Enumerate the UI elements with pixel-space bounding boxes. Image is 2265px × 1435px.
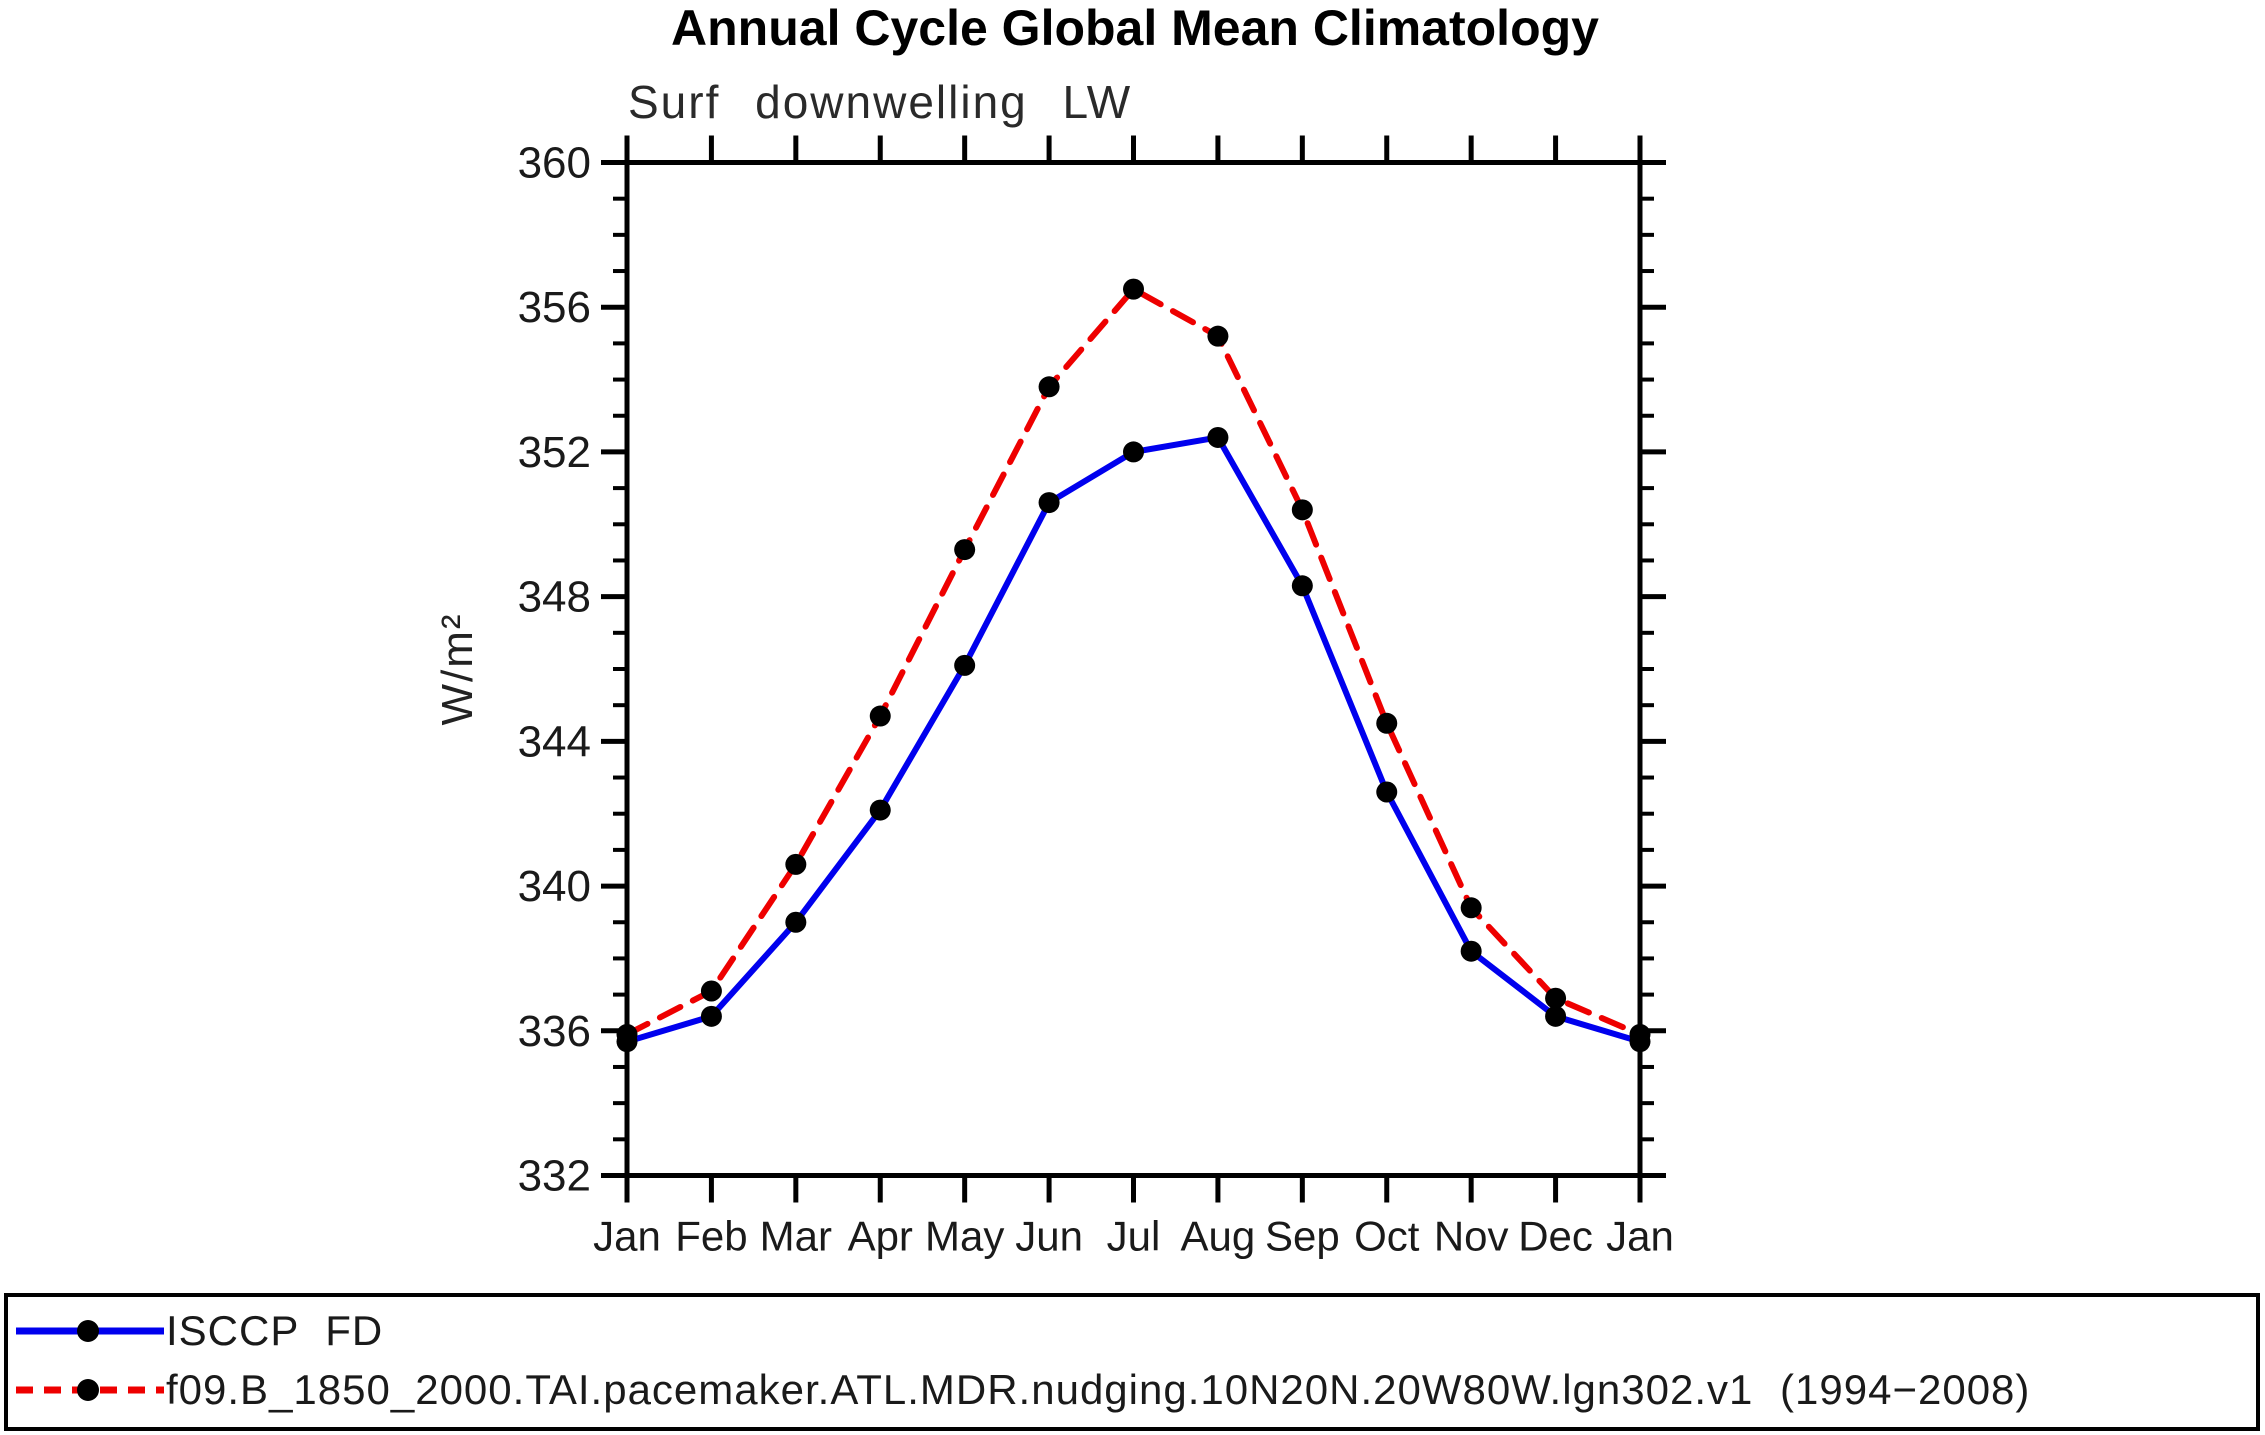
x-tick-label: Feb [675, 1213, 747, 1260]
plot-frame [624, 160, 1643, 1178]
series-line-1 [624, 286, 1643, 1038]
data-point-marker-s0 [1376, 781, 1398, 803]
data-point-marker-s0 [1460, 940, 1482, 962]
legend-marker-dot [77, 1379, 99, 1401]
x-tick-label: Oct [1354, 1213, 1420, 1260]
x-tick-label: Sep [1265, 1213, 1340, 1260]
data-point-marker-s0 [1123, 441, 1144, 463]
legend-line-sample-solid [16, 1320, 164, 1342]
y-tick-label: 340 [518, 862, 591, 911]
legend-marker-dot [77, 1320, 99, 1342]
x-tick-label: May [925, 1213, 1004, 1260]
y-tick-label: 360 [518, 139, 591, 188]
data-point-marker-s0 [785, 911, 807, 933]
data-point-marker-s0 [1291, 575, 1313, 597]
x-tick-label: Nov [1434, 1213, 1509, 1260]
chart-subtitle: Surf downwelling LW [628, 76, 1133, 128]
data-point-marker-s1 [1629, 1023, 1651, 1045]
data-point-marker-s0 [1207, 426, 1229, 448]
series-line-0 [624, 434, 1643, 1045]
data-point-marker-s1 [785, 853, 807, 875]
data-point-marker-s1 [1038, 376, 1060, 398]
y-tick-label: 332 [518, 1152, 591, 1201]
y-tick-label: 352 [518, 428, 591, 477]
data-point-marker-s1 [1291, 499, 1313, 521]
y-tick-label: 356 [518, 283, 591, 332]
data-point-marker-s0 [869, 799, 891, 821]
data-point-marker-s1 [1545, 987, 1567, 1009]
legend-item-model: f09.B_1850_2000.TAI.pacemaker.ATL.MDR.nu… [14, 1366, 2031, 1413]
data-point-marker-s1 [616, 1023, 638, 1045]
legend-line-sample-dashed [16, 1379, 164, 1401]
legend-box: ISCCP FD f09.B_1850_2000.TAI.pacemaker.A… [4, 1293, 2260, 1431]
data-point-marker-s1 [1207, 325, 1229, 347]
data-point-marker-s0 [700, 1005, 722, 1027]
data-point-marker-s1 [954, 539, 976, 561]
data-point-marker-s0 [1545, 1005, 1567, 1027]
y-tick-label: 336 [518, 1007, 591, 1056]
x-tick-label: Jun [1015, 1213, 1083, 1260]
y-tick-label: 344 [518, 717, 591, 766]
x-tick-label: Aug [1181, 1213, 1256, 1260]
x-tick-label: Jan [593, 1213, 661, 1260]
data-point-marker-s1 [1376, 712, 1398, 734]
x-tick-label: Jul [1107, 1213, 1161, 1260]
x-tick-label: Mar [760, 1213, 832, 1260]
data-point-marker-s1 [700, 980, 722, 1002]
x-tick-label: Dec [1518, 1213, 1593, 1260]
data-point-marker-s1 [1460, 897, 1482, 919]
data-point-marker-s0 [1038, 492, 1060, 514]
chart-title: Annual Cycle Global Mean Climatology [671, 0, 1599, 56]
x-tick-label: Jan [1606, 1213, 1674, 1260]
data-point-marker-s0 [954, 654, 976, 676]
legend-label: ISCCP FD [166, 1307, 384, 1354]
data-point-marker-s1 [869, 705, 891, 727]
legend-label: f09.B_1850_2000.TAI.pacemaker.ATL.MDR.nu… [166, 1366, 2031, 1413]
legend-item-isccp: ISCCP FD [14, 1307, 384, 1354]
y-tick-label: 348 [518, 573, 591, 622]
data-point-marker-s1 [1123, 278, 1144, 300]
x-tick-label: Apr [848, 1213, 913, 1260]
